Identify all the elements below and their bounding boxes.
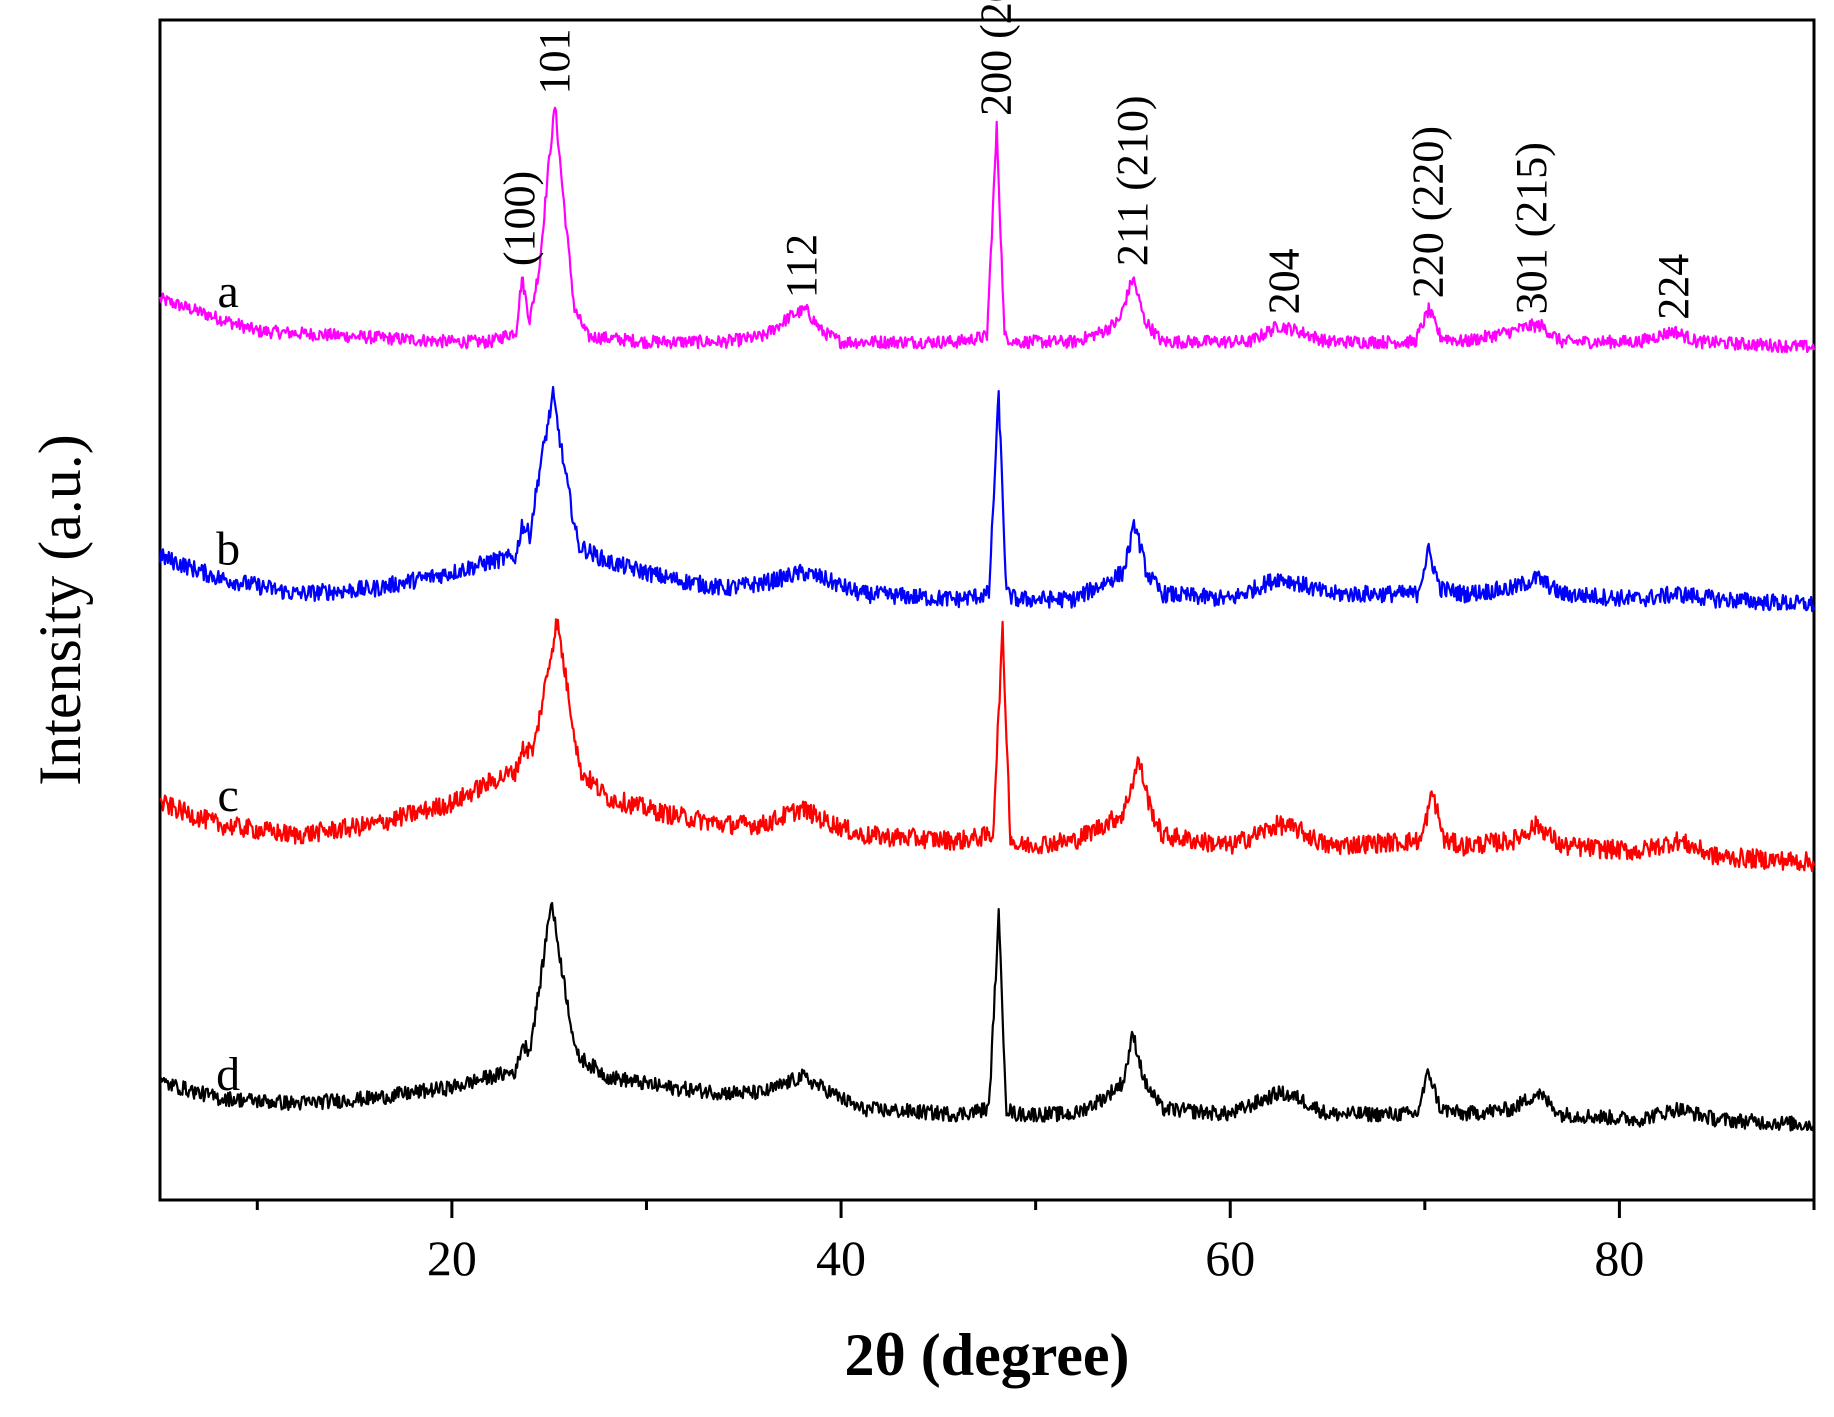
series-line-a bbox=[158, 106, 1816, 354]
peak-label: (100) bbox=[495, 171, 544, 266]
peak-label: 112 bbox=[777, 234, 826, 298]
series-line-d bbox=[158, 901, 1816, 1132]
peak-label: 204 bbox=[1260, 248, 1309, 314]
peak-label: 211 (210) bbox=[1108, 95, 1157, 266]
x-ticks: 20 40 60 80 bbox=[255, 1200, 1816, 1286]
peak-label: 220 (220) bbox=[1404, 126, 1453, 298]
plot-frame bbox=[158, 18, 1816, 1202]
series-line-c bbox=[159, 618, 1816, 873]
peak-label: 301 (215) bbox=[1507, 142, 1556, 314]
series-label-a: a bbox=[217, 265, 238, 318]
peak-label: 200 (200) bbox=[972, 0, 1021, 116]
x-tick-label: 40 bbox=[816, 1230, 866, 1286]
y-axis-title: Intensity (a.u.) bbox=[27, 434, 93, 786]
series-layer bbox=[158, 106, 1816, 1132]
series-label-b: b bbox=[216, 522, 240, 575]
x-tick-label: 80 bbox=[1594, 1230, 1644, 1286]
series-labels: a b c d bbox=[216, 265, 240, 1101]
x-tick-label: 60 bbox=[1205, 1230, 1255, 1286]
series-label-d: d bbox=[216, 1048, 240, 1101]
peak-annotations: (100) 101 112 200 (200) 211 (210) 204 220 (220… bbox=[495, 0, 1698, 320]
series-label-c: c bbox=[217, 769, 238, 822]
series-line-b bbox=[158, 385, 1816, 613]
x-axis-title: 2θ (degree) bbox=[844, 1322, 1129, 1388]
peak-label: 101 bbox=[530, 29, 579, 95]
peak-label: 224 bbox=[1649, 254, 1698, 320]
x-tick-label: 20 bbox=[427, 1230, 477, 1286]
